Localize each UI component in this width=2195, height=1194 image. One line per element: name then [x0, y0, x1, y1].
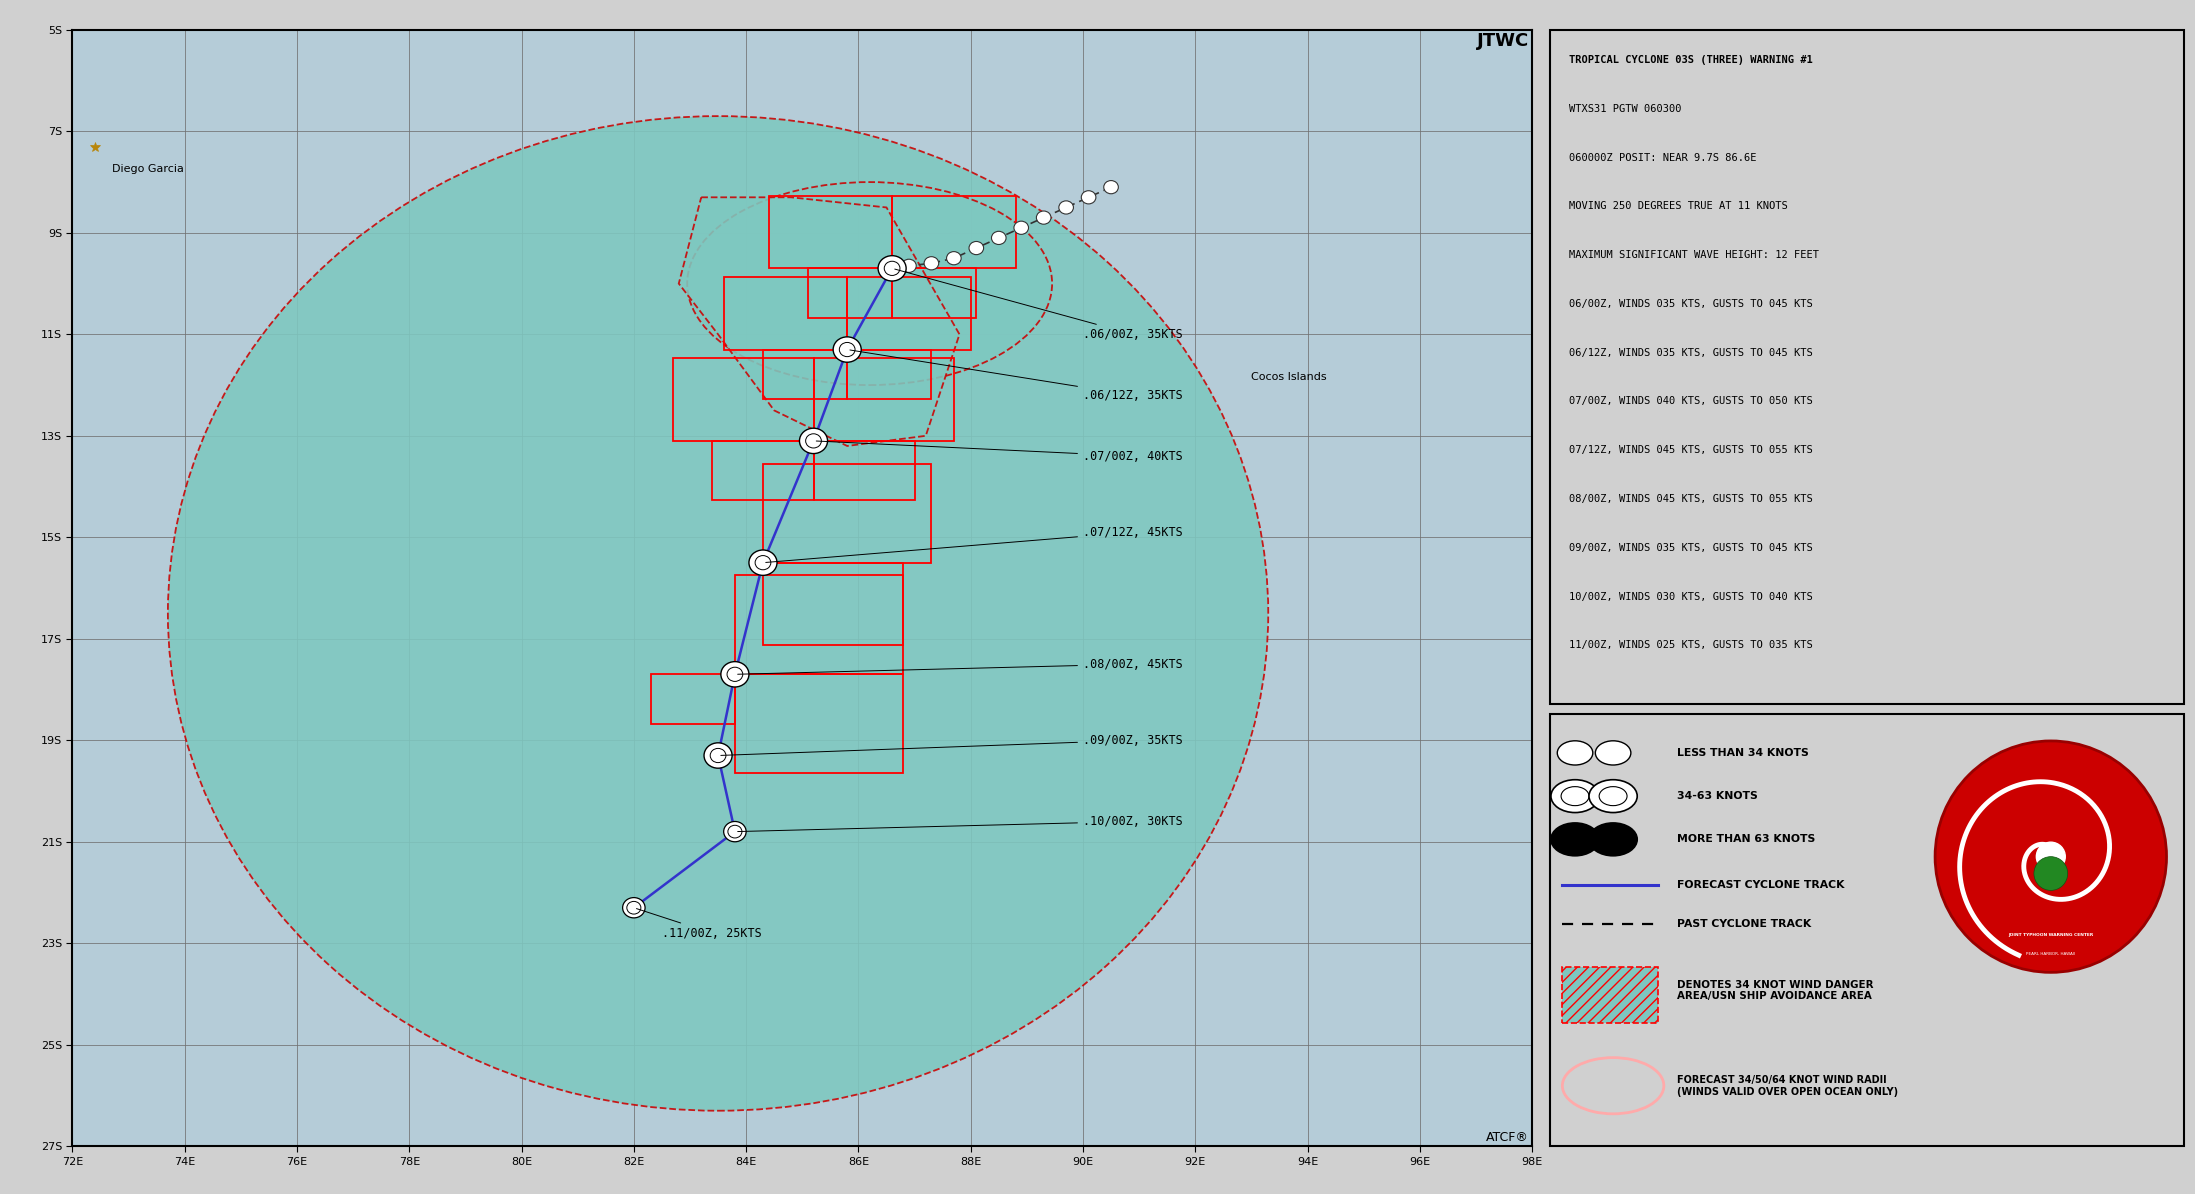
Text: Cocos Islands: Cocos Islands — [1251, 373, 1328, 382]
Circle shape — [1104, 180, 1117, 193]
Bar — [674, 358, 814, 441]
Text: FORECAST 34/50/64 KNOT WIND RADII
(WINDS VALID OVER OPEN OCEAN ONLY): FORECAST 34/50/64 KNOT WIND RADII (WINDS… — [1677, 1075, 1899, 1096]
Circle shape — [1596, 740, 1631, 765]
Circle shape — [1600, 787, 1626, 806]
Text: JTWC: JTWC — [1477, 32, 1530, 50]
Circle shape — [748, 550, 777, 576]
Circle shape — [720, 661, 748, 687]
Bar — [847, 277, 970, 350]
Circle shape — [755, 555, 770, 570]
Text: 10/00Z, WINDS 030 KTS, GUSTS TO 040 KTS: 10/00Z, WINDS 030 KTS, GUSTS TO 040 KTS — [1569, 591, 1813, 602]
Text: 060000Z POSIT: NEAR 9.7S 86.6E: 060000Z POSIT: NEAR 9.7S 86.6E — [1569, 153, 1756, 162]
Circle shape — [878, 256, 907, 281]
Text: PEARL HARBOR, HAWAII: PEARL HARBOR, HAWAII — [2026, 953, 2076, 956]
Circle shape — [705, 743, 733, 768]
Bar — [814, 441, 915, 500]
Circle shape — [1082, 191, 1095, 204]
Text: DENOTES 34 KNOT WIND DANGER
AREA/USN SHIP AVOIDANCE AREA: DENOTES 34 KNOT WIND DANGER AREA/USN SHI… — [1677, 980, 1872, 1002]
Text: ATCF®: ATCF® — [1486, 1131, 1530, 1144]
Circle shape — [968, 241, 983, 254]
Text: TROPICAL CYCLONE 03S (THREE) WARNING #1: TROPICAL CYCLONE 03S (THREE) WARNING #1 — [1569, 55, 1813, 64]
Text: .08/00Z, 45KTS: .08/00Z, 45KTS — [738, 658, 1183, 675]
Circle shape — [1556, 740, 1594, 765]
Circle shape — [1552, 823, 1600, 856]
Text: LESS THAN 34 KNOTS: LESS THAN 34 KNOTS — [1677, 747, 1809, 758]
Circle shape — [727, 667, 742, 682]
Text: .10/00Z, 30KTS: .10/00Z, 30KTS — [738, 816, 1183, 831]
Circle shape — [623, 898, 645, 918]
Text: PAST CYCLONE TRACK: PAST CYCLONE TRACK — [1677, 918, 1811, 929]
Bar — [735, 576, 904, 675]
Text: 11/00Z, WINDS 025 KTS, GUSTS TO 035 KTS: 11/00Z, WINDS 025 KTS, GUSTS TO 035 KTS — [1569, 640, 1813, 651]
Circle shape — [167, 116, 1269, 1110]
Circle shape — [2037, 842, 2065, 872]
Bar — [650, 675, 735, 724]
Circle shape — [946, 252, 961, 265]
Text: FORECAST CYCLONE TRACK: FORECAST CYCLONE TRACK — [1677, 880, 1844, 890]
Circle shape — [1589, 780, 1637, 813]
Text: Diego Garcia: Diego Garcia — [112, 164, 184, 174]
Text: 07/00Z, WINDS 040 KTS, GUSTS TO 050 KTS: 07/00Z, WINDS 040 KTS, GUSTS TO 050 KTS — [1569, 396, 1813, 406]
Bar — [713, 441, 814, 500]
Circle shape — [1589, 823, 1637, 856]
Text: JOINT TYPHOON WARNING CENTER: JOINT TYPHOON WARNING CENTER — [2008, 934, 2094, 937]
Circle shape — [806, 433, 821, 448]
Text: 06/00Z, WINDS 035 KTS, GUSTS TO 045 KTS: 06/00Z, WINDS 035 KTS, GUSTS TO 045 KTS — [1569, 298, 1813, 309]
Text: .11/00Z, 25KTS: .11/00Z, 25KTS — [637, 909, 762, 940]
Text: 06/12Z, WINDS 035 KTS, GUSTS TO 045 KTS: 06/12Z, WINDS 035 KTS, GUSTS TO 045 KTS — [1569, 347, 1813, 358]
Bar — [814, 358, 955, 441]
Circle shape — [1058, 201, 1073, 214]
Circle shape — [992, 232, 1005, 245]
Text: MAXIMUM SIGNIFICANT WAVE HEIGHT: 12 FEET: MAXIMUM SIGNIFICANT WAVE HEIGHT: 12 FEET — [1569, 250, 1820, 260]
Bar — [764, 463, 931, 562]
Text: .07/12Z, 45KTS: .07/12Z, 45KTS — [766, 525, 1183, 562]
Circle shape — [1936, 741, 2166, 972]
Text: 09/00Z, WINDS 035 KTS, GUSTS TO 045 KTS: 09/00Z, WINDS 035 KTS, GUSTS TO 045 KTS — [1569, 543, 1813, 553]
Text: .07/00Z, 40KTS: .07/00Z, 40KTS — [817, 441, 1183, 462]
Circle shape — [628, 901, 641, 915]
Circle shape — [729, 825, 742, 838]
Bar — [764, 562, 904, 645]
Circle shape — [838, 343, 856, 357]
Bar — [735, 675, 904, 774]
Text: 07/12Z, WINDS 045 KTS, GUSTS TO 055 KTS: 07/12Z, WINDS 045 KTS, GUSTS TO 055 KTS — [1569, 445, 1813, 455]
Bar — [724, 277, 847, 350]
Circle shape — [924, 257, 939, 270]
Circle shape — [902, 259, 915, 272]
Bar — [1563, 967, 1657, 1023]
Text: MOVING 250 DEGREES TRUE AT 11 KNOTS: MOVING 250 DEGREES TRUE AT 11 KNOTS — [1569, 202, 1787, 211]
Circle shape — [1561, 787, 1589, 806]
Bar — [847, 350, 931, 399]
Circle shape — [885, 261, 900, 276]
Bar — [764, 350, 847, 399]
Text: MORE THAN 63 KNOTS: MORE THAN 63 KNOTS — [1677, 835, 1815, 844]
Text: .06/00Z, 35KTS: .06/00Z, 35KTS — [896, 269, 1183, 340]
Circle shape — [1036, 211, 1051, 224]
Circle shape — [711, 749, 727, 763]
Bar — [891, 196, 1016, 269]
Bar — [808, 269, 891, 318]
Polygon shape — [678, 197, 959, 445]
Text: 34-63 KNOTS: 34-63 KNOTS — [1677, 792, 1758, 801]
Bar — [891, 269, 977, 318]
Text: .09/00Z, 35KTS: .09/00Z, 35KTS — [720, 734, 1183, 756]
Text: WTXS31 PGTW 060300: WTXS31 PGTW 060300 — [1569, 104, 1681, 113]
Bar — [768, 196, 891, 269]
Circle shape — [2035, 856, 2068, 891]
Circle shape — [724, 821, 746, 842]
Circle shape — [834, 337, 860, 362]
Circle shape — [1014, 221, 1029, 234]
Ellipse shape — [687, 181, 1051, 384]
Circle shape — [1552, 780, 1600, 813]
Text: 08/00Z, WINDS 045 KTS, GUSTS TO 055 KTS: 08/00Z, WINDS 045 KTS, GUSTS TO 055 KTS — [1569, 494, 1813, 504]
Text: .06/12Z, 35KTS: .06/12Z, 35KTS — [849, 350, 1183, 401]
Circle shape — [799, 429, 828, 454]
